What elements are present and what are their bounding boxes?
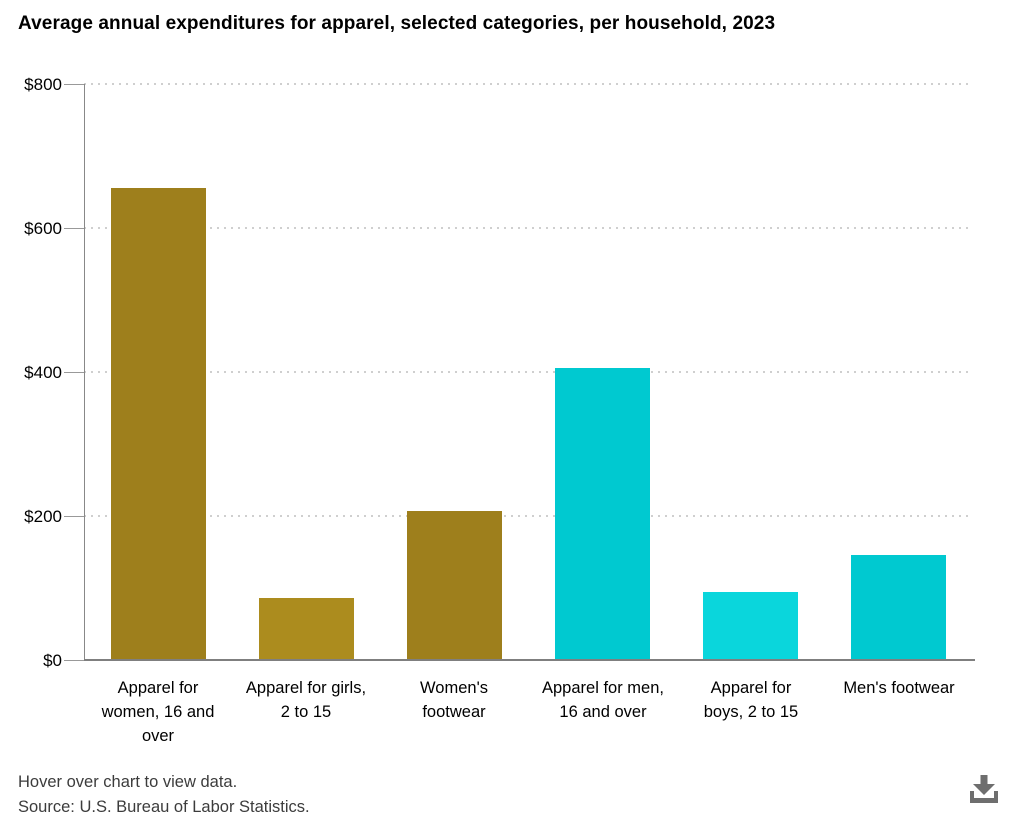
chart-title: Average annual expenditures for apparel,… (18, 13, 776, 34)
category-label-1: Apparel for women, 16 and over (101, 679, 215, 745)
bar-1[interactable] (111, 188, 206, 659)
y-tick-200 (64, 516, 84, 517)
bar-3[interactable] (407, 511, 502, 659)
category-label-5: Apparel for boys, 2 to 15 (703, 679, 799, 721)
gridline-400 (84, 371, 973, 373)
x-axis-line (84, 659, 975, 661)
bar-4[interactable] (555, 368, 650, 659)
y-tick-800 (64, 84, 84, 85)
bar-2[interactable] (259, 598, 354, 659)
category-label-4: Apparel for men, 16 and over (542, 679, 664, 721)
gridline-800 (84, 83, 973, 85)
download-button[interactable] (956, 768, 1012, 818)
y-tick-0 (64, 660, 84, 661)
gridline-200 (84, 515, 973, 517)
y-tick-label-200: $200 (24, 507, 62, 526)
gridline-600 (84, 227, 973, 229)
y-tick-label-800: $800 (24, 75, 62, 94)
source-note: Source: U.S. Bureau of Labor Statistics. (18, 798, 310, 816)
hover-note: Hover over chart to view data. (18, 773, 238, 791)
chart-footer: Hover over chart to view data. Source: U… (18, 770, 310, 820)
y-tick-label-0: $0 (43, 651, 62, 670)
y-tick-600 (64, 228, 84, 229)
category-label-3: Women's footwear (420, 679, 488, 721)
y-tick-label-400: $400 (24, 363, 62, 382)
y-axis-line (84, 84, 85, 660)
y-tick-label-600: $600 (24, 219, 62, 238)
download-icon (970, 775, 998, 803)
bar-6[interactable] (851, 555, 946, 659)
bar-5[interactable] (703, 592, 798, 659)
category-label-2: Apparel for girls, 2 to 15 (245, 679, 367, 721)
y-tick-400 (64, 372, 84, 373)
category-label-6: Men's footwear (843, 679, 955, 697)
